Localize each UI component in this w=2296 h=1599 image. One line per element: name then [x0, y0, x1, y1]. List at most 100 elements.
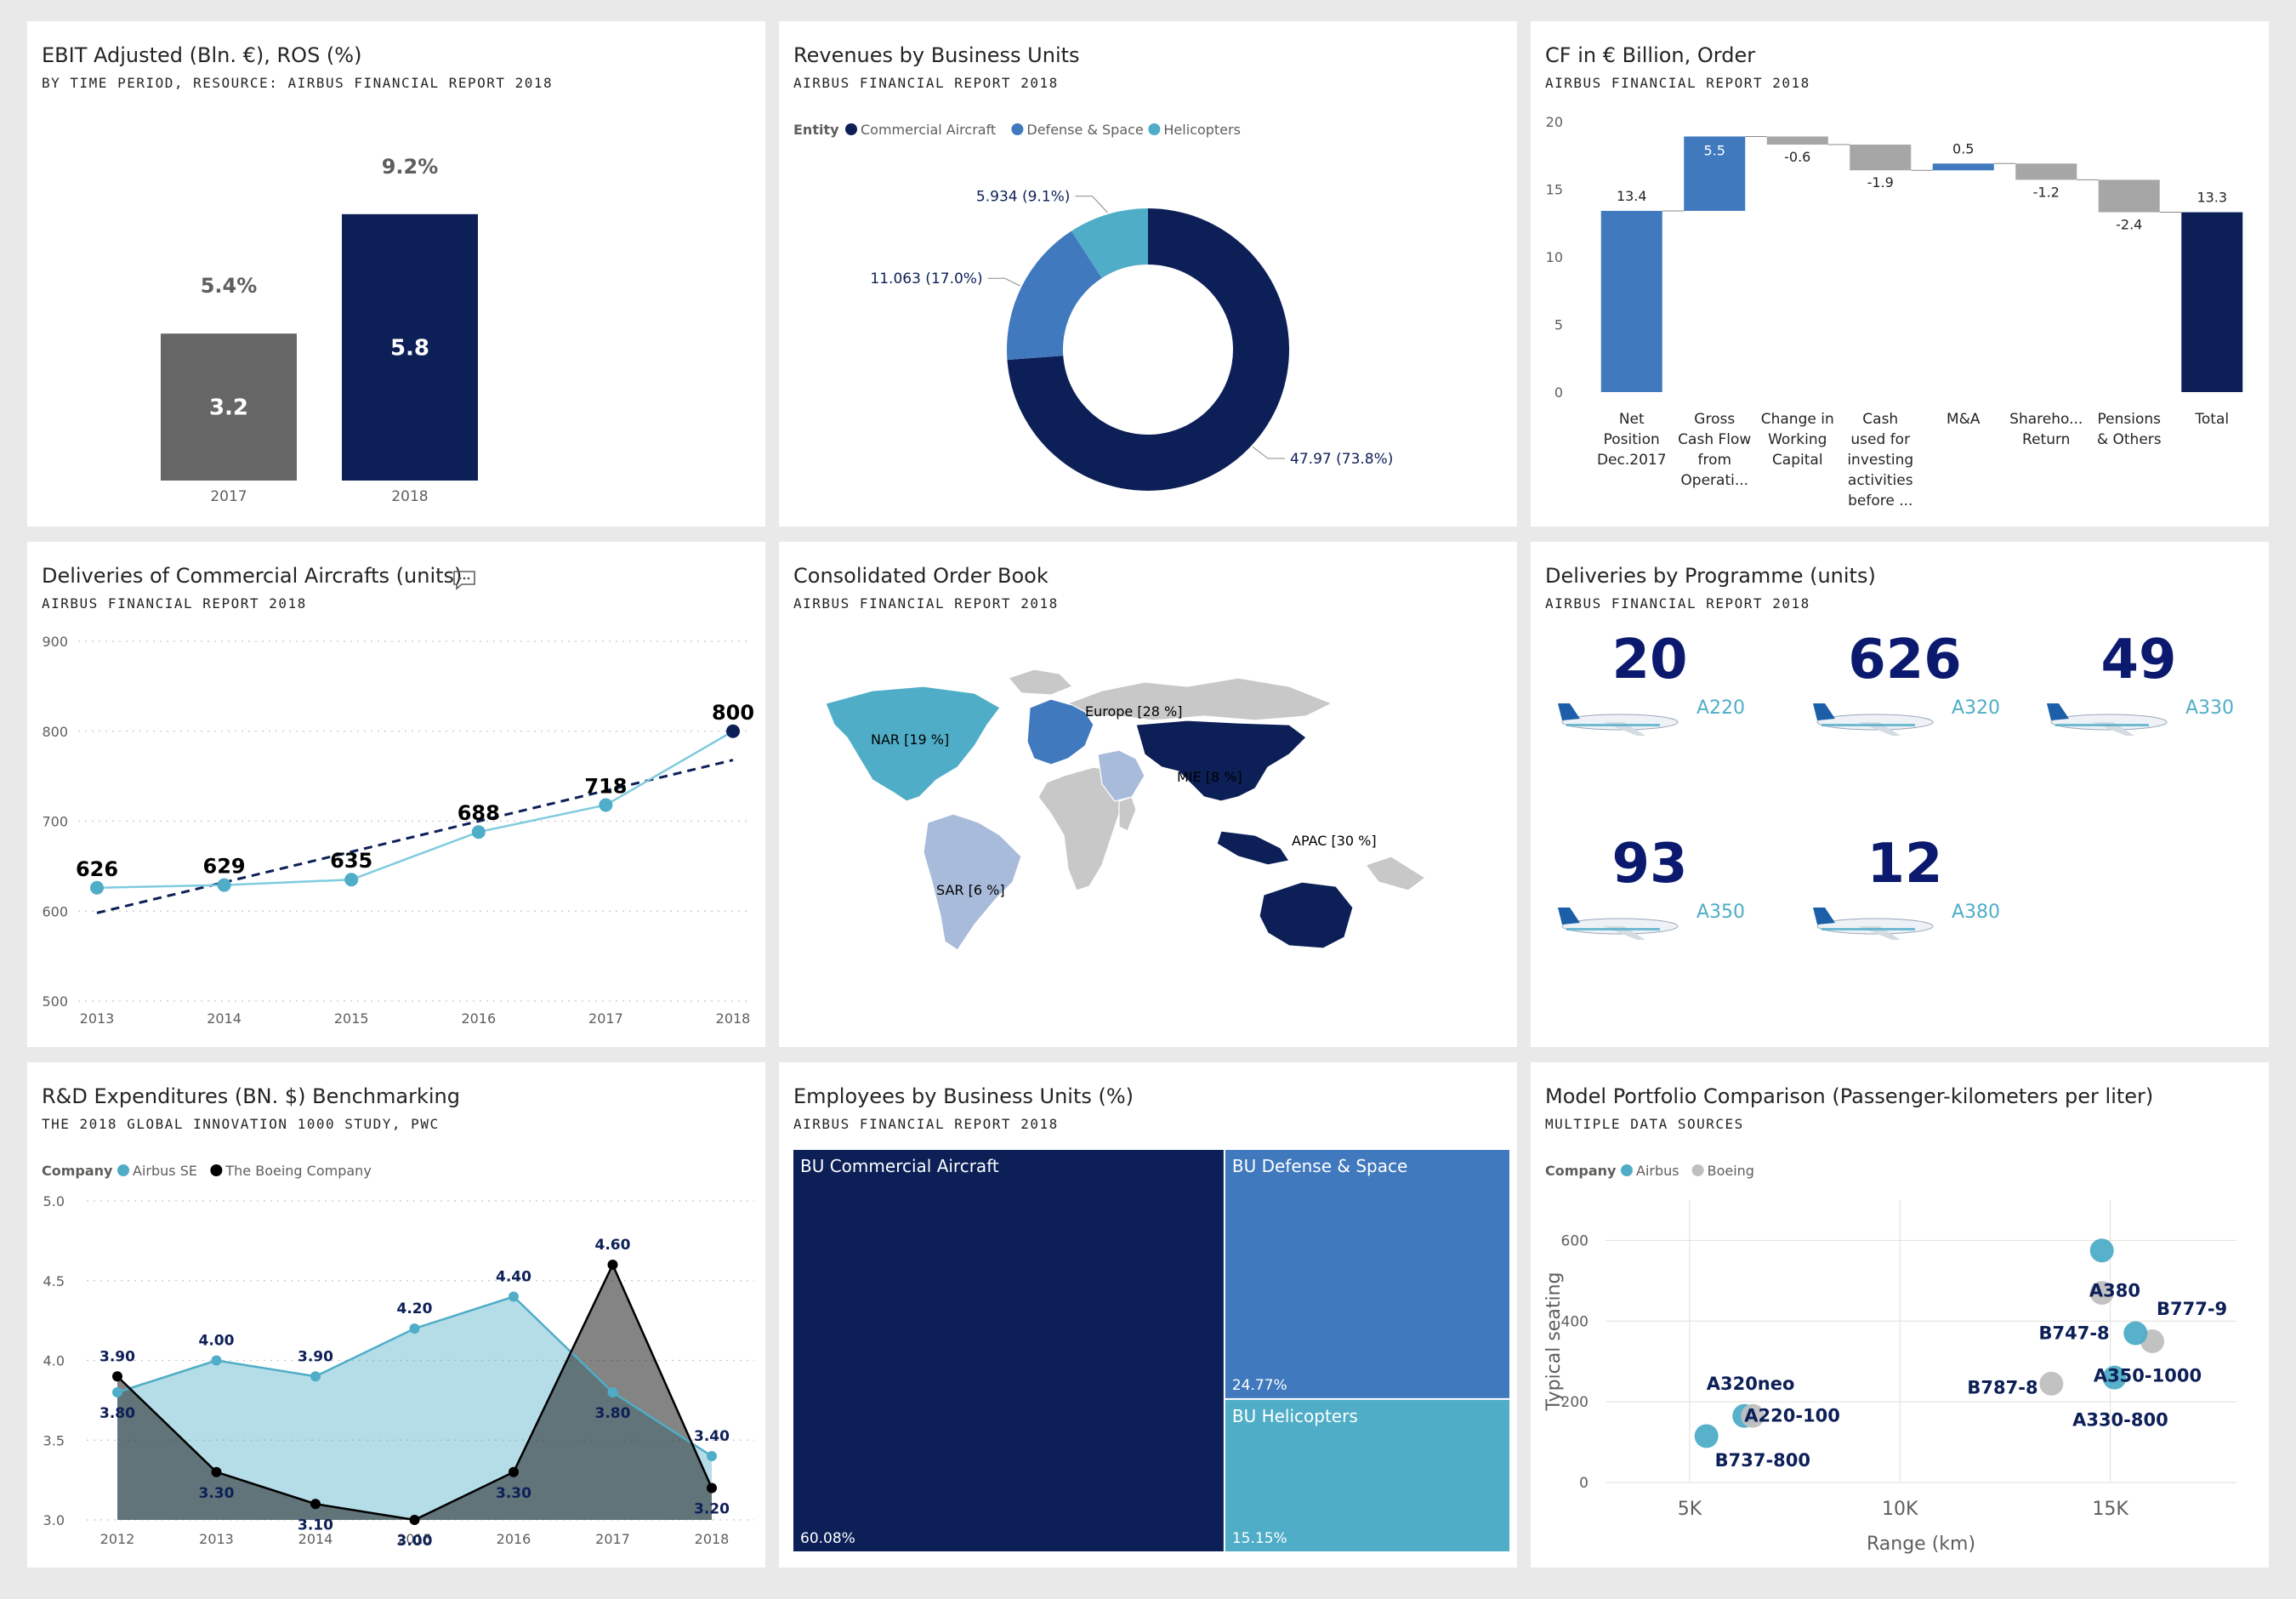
x-tick-label: Capital: [1772, 452, 1823, 469]
y-tick-label: 400: [1561, 1313, 1588, 1330]
region-label-apac: APAC [30 %]: [1292, 833, 1377, 849]
point-label: B777-9: [2157, 1299, 2227, 1319]
x-tick-label: M&A: [1946, 411, 1981, 428]
data-label: 626: [76, 857, 118, 881]
treemap-tile-name: BU Helicopters: [1232, 1406, 1358, 1426]
waterfall-value-label: -1.9: [1867, 174, 1894, 191]
x-tick-label: Operati...: [1680, 472, 1748, 489]
region-apac-oceania[interactable]: [1259, 881, 1354, 949]
panel-subtitle: AIRBUS FINANCIAL REPORT 2018: [793, 1116, 1059, 1132]
leader-line: [987, 277, 1020, 287]
y-tick-label: 20: [1546, 114, 1563, 130]
x-tick-label: 2016: [497, 1531, 531, 1547]
region-europe[interactable]: [1026, 698, 1094, 765]
x-tick-label: Cash Flow: [1678, 431, 1751, 448]
aircraft-stripe: [1566, 928, 1660, 930]
donut-slice: [1007, 208, 1289, 491]
waterfall-value-label: 5.5: [1704, 142, 1725, 158]
x-tick-label: Dec.2017: [1597, 452, 1667, 469]
y-tick-label: 4.5: [43, 1273, 65, 1289]
y-tick-label: 5: [1554, 317, 1563, 333]
data-label: 3.30: [199, 1485, 235, 1502]
y-tick-label: 0: [1579, 1475, 1588, 1492]
region-sar[interactable]: [923, 813, 1022, 951]
programme-model: A330: [2185, 697, 2234, 719]
data-label: 3.10: [298, 1516, 333, 1534]
x-tick-label: & Others: [2097, 431, 2162, 448]
region-mie[interactable]: [1097, 749, 1145, 802]
aircraft-icon: [1813, 908, 1934, 940]
waterfall-bar: [2098, 179, 2160, 213]
legend-marker: [1011, 123, 1024, 135]
scatter-point: [2089, 1238, 2114, 1263]
data-point: [211, 1466, 222, 1477]
cashflow-waterfall-chart: 0 5 10 15 20 13.4 Net Position Dec.2017 5.5 Gross C…: [1546, 114, 2243, 509]
orderbook-panel: Consolidated Order Book AIRBUS FINANCIAL…: [779, 542, 1517, 1047]
aircraft-icon: [1558, 908, 1679, 940]
treemap-tile-value: 15.15%: [1232, 1530, 1287, 1547]
donut-slice: [1007, 230, 1102, 361]
panel-subtitle: MULTIPLE DATA SOURCES: [1545, 1116, 1744, 1132]
region-nar[interactable]: [825, 686, 1001, 802]
data-label: 3.80: [595, 1405, 631, 1422]
panel-subtitle: THE 2018 GLOBAL INNOVATION 1000 STUDY, P…: [42, 1116, 440, 1132]
region-apac-islands[interactable]: [1216, 830, 1290, 866]
x-tick-label: Gross: [1694, 411, 1735, 428]
y-tick-label: 700: [42, 814, 68, 830]
y-tick-label: 600: [1561, 1232, 1588, 1249]
x-tick-label: investing: [1847, 452, 1913, 469]
y-tick-label: 4.0: [43, 1353, 65, 1369]
x-tick-label: 2015: [334, 1010, 369, 1027]
data-point: [509, 1466, 519, 1477]
x-tick-label: 2018: [716, 1010, 751, 1027]
employees-treemap: BU Commercial Aircraft 60.08% BU Defense &…: [793, 1150, 1509, 1551]
y-tick-label: 3.0: [43, 1512, 65, 1528]
data-label: 635: [330, 849, 372, 873]
panel-title: Deliveries of Commercial Aircrafts (unit…: [42, 564, 463, 588]
data-point: [409, 1515, 420, 1525]
region-apac[interactable]: [1135, 720, 1307, 802]
legend-label: Boeing: [1708, 1163, 1754, 1179]
aircraft-icon: [2047, 703, 2168, 736]
data-point: [344, 873, 359, 887]
scatter-point: [1694, 1424, 1719, 1448]
treemap-tile-value: 60.08%: [800, 1530, 855, 1547]
data-label: 800: [712, 701, 754, 725]
aircraft-icon: [1558, 703, 1679, 736]
x-tick-label: Cash: [1862, 411, 1898, 428]
data-point: [726, 724, 740, 738]
waterfall-bar: [1850, 145, 1912, 171]
region-label-mie: MIE [8 %]: [1177, 769, 1242, 785]
data-point: [707, 1451, 717, 1461]
point-label: A220-100: [1744, 1406, 1840, 1426]
legend-label: The Boeing Company: [224, 1163, 371, 1179]
aircraft-stripe: [1821, 724, 1915, 726]
cashflow-panel: CF in € Billion, Order AIRBUS FINANCIAL …: [1531, 21, 2269, 526]
data-label: 4.00: [199, 1333, 235, 1350]
waterfall-value-label: 13.3: [2197, 190, 2227, 206]
treemap-tile: [1225, 1150, 1509, 1398]
treemap-tile: [1225, 1399, 1509, 1551]
x-tick-label: 2012: [100, 1531, 135, 1547]
data-label: 688: [457, 801, 500, 825]
data-point: [112, 1371, 122, 1382]
waterfall-bar: [2015, 163, 2077, 180]
x-tick-label: 10K: [1882, 1499, 1918, 1520]
y-tick-label: 200: [1561, 1394, 1588, 1411]
ebit-chart: 3.2 5.4% 2017 5.8 9.2% 2018: [161, 155, 478, 505]
y-tick-label: 600: [42, 903, 68, 919]
data-point: [112, 1387, 122, 1397]
point-label: B747-8: [2039, 1323, 2110, 1344]
y-tick-label: 10: [1546, 249, 1563, 265]
waterfall-bar: [1932, 163, 1994, 171]
series-line: [96, 730, 734, 890]
portfolio-panel: Model Portfolio Comparison (Passenger-ki…: [1531, 1062, 2269, 1568]
legend-title: Company: [42, 1163, 113, 1179]
slice-label: 5.934 (9.1%): [976, 189, 1071, 206]
x-tick-label: Net: [1619, 411, 1645, 428]
aircraft-tail: [1813, 703, 1835, 720]
trend-line: [96, 759, 734, 914]
panel-title: Model Portfolio Comparison (Passenger-ki…: [1545, 1084, 2154, 1108]
data-point: [471, 825, 486, 839]
comment-icon[interactable]: [452, 570, 476, 590]
